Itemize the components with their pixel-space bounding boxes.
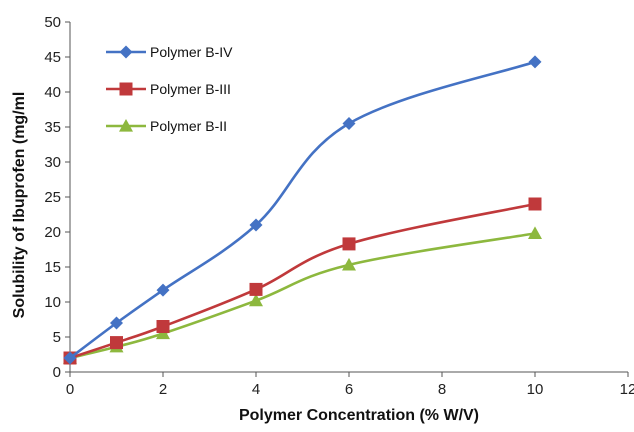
x-tick-label: 10 (527, 381, 544, 398)
x-tick-label: 8 (438, 381, 446, 398)
x-ticks: 0 2 4 6 8 10 12 (66, 372, 634, 398)
data-point (528, 197, 542, 211)
data-point (342, 237, 356, 251)
data-point (249, 293, 263, 307)
x-tick-label: 0 (66, 381, 74, 398)
data-point (110, 336, 123, 350)
y-tick-label: 40 (44, 84, 61, 101)
series-polymer-b-ii (63, 226, 542, 364)
y-tick-label: 10 (44, 294, 61, 311)
y-tick-label: 35 (44, 119, 61, 136)
series-line (69, 232, 536, 360)
series-line (69, 60, 536, 360)
axes (69, 22, 628, 373)
x-tick-label: 2 (159, 381, 167, 398)
y-tick-label: 0 (53, 364, 61, 381)
series-layer (63, 55, 542, 365)
x-tick-label: 4 (252, 381, 260, 398)
data-point (528, 55, 542, 69)
data-point (249, 282, 263, 296)
legend-label: Polymer B-II (150, 118, 227, 134)
y-tick-label: 20 (44, 224, 61, 241)
legend-marker (119, 82, 133, 96)
legend-item: Polymer B-IV (106, 44, 233, 60)
legend-item: Polymer B-II (106, 118, 227, 134)
data-point (156, 283, 170, 297)
data-point (342, 257, 356, 271)
y-tick-label: 50 (44, 14, 61, 31)
data-point (156, 320, 170, 333)
y-tick-label: 30 (44, 154, 61, 171)
series-polymer-b-iv (63, 55, 542, 365)
legend-marker (119, 45, 133, 59)
y-tick-label: 15 (44, 259, 61, 276)
y-tick-label: 25 (44, 189, 61, 206)
x-tick-label: 6 (345, 381, 353, 398)
x-axis-title: Polymer Concentration (% W/V) (239, 407, 479, 424)
data-point (249, 218, 263, 232)
data-point (528, 226, 542, 239)
legend-marker (119, 119, 133, 132)
data-point (110, 316, 123, 330)
y-tick-label: 5 (53, 329, 61, 346)
legend: Polymer B-IV Polymer B-III Polymer B-II (106, 44, 233, 134)
legend-label: Polymer B-III (150, 81, 231, 97)
y-tick-label: 45 (44, 49, 61, 66)
y-ticks: 0 5 10 15 20 25 30 35 40 45 50 (44, 14, 70, 381)
data-point (342, 117, 356, 130)
legend-item: Polymer B-III (106, 81, 231, 97)
data-point (63, 351, 77, 365)
legend-label: Polymer B-IV (150, 44, 233, 60)
y-axis-title: Solubility of Ibuprofen (mg/ml (11, 92, 28, 319)
x-tick-label: 12 (620, 381, 634, 398)
